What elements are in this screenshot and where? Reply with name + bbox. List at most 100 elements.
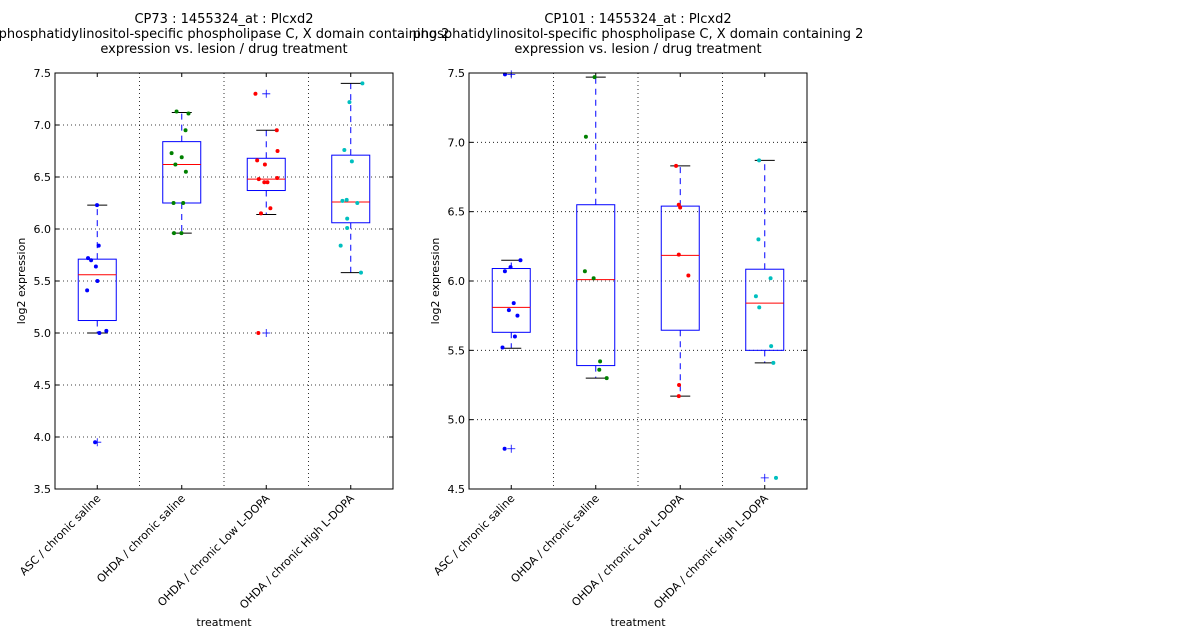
data-point: [604, 376, 609, 381]
x-axis-label: treatment: [196, 616, 252, 629]
data-point: [360, 81, 365, 86]
x-tick-label: OHDA / chronic saline: [508, 492, 602, 586]
data-point: [582, 269, 587, 274]
data-point: [349, 159, 354, 164]
plot-frame: [54, 72, 394, 490]
chart-title-line: phosphatidylinositol-specific phospholip…: [0, 27, 449, 42]
data-point: [179, 231, 184, 236]
data-point: [262, 162, 267, 167]
data-point: [265, 180, 270, 185]
chart-title-line: expression vs. lesion / drug treatment: [100, 42, 347, 57]
data-point: [85, 288, 90, 293]
data-point: [338, 243, 343, 248]
data-point: [274, 128, 279, 133]
data-point: [678, 205, 683, 210]
data-point: [598, 359, 603, 364]
data-point: [93, 264, 98, 269]
y-axis-label: log2 expression: [15, 238, 28, 325]
data-point: [500, 345, 505, 350]
y-tick-label: 6.0: [448, 275, 466, 288]
data-point: [771, 360, 776, 365]
data-point: [676, 252, 681, 257]
data-point: [592, 75, 597, 80]
chart-panel-1: CP73 : 1455324_at : Plcxd2phosphatidylin…: [0, 12, 449, 629]
data-point: [583, 134, 588, 139]
box: [77, 258, 117, 322]
data-point: [174, 109, 179, 114]
data-point: [268, 206, 273, 211]
data-point: [756, 237, 761, 242]
outlier-marker: [262, 329, 271, 337]
x-tick-label: ASC / chronic saline: [431, 492, 517, 578]
data-point: [253, 91, 258, 96]
y-tick-label: 5.0: [34, 327, 52, 340]
x-tick-label: ASC / chronic saline: [17, 492, 103, 578]
data-point: [186, 111, 191, 116]
box: [331, 154, 371, 224]
data-point: [511, 301, 516, 306]
y-tick-label: 6.0: [34, 223, 52, 236]
chart-panel-2: CP101 : 1455324_at : Plcxd2phosphatidyli…: [413, 12, 864, 629]
data-point: [757, 158, 762, 163]
data-point: [518, 258, 523, 263]
data-point: [89, 258, 94, 263]
y-tick-label: 7.0: [448, 136, 466, 149]
data-point: [275, 176, 280, 181]
data-point: [512, 334, 517, 339]
data-point: [183, 128, 188, 133]
chart-title-line: phosphatidylinositol-specific phospholip…: [413, 27, 864, 42]
data-point: [340, 198, 345, 203]
y-tick-label: 7.5: [34, 67, 52, 80]
outlier-marker: [507, 70, 516, 79]
y-tick-label: 4.0: [34, 431, 52, 444]
data-point: [345, 216, 350, 221]
data-point: [502, 269, 507, 274]
chart-title-line: expression vs. lesion / drug treatment: [514, 42, 761, 57]
y-tick-label: 5.5: [34, 275, 52, 288]
box: [491, 268, 531, 333]
data-point: [508, 265, 513, 270]
data-point: [773, 475, 778, 480]
data-point: [93, 440, 98, 445]
data-point: [342, 147, 347, 152]
data-point: [262, 180, 267, 185]
data-point: [677, 383, 682, 387]
data-point: [171, 231, 176, 236]
data-point: [95, 203, 100, 208]
data-point: [169, 151, 174, 156]
box: [246, 157, 286, 192]
data-point: [173, 162, 178, 167]
chart-title-line: CP101 : 1455324_at : Plcxd2: [544, 12, 731, 27]
y-tick-label: 7.0: [34, 119, 52, 132]
plot-frame: [468, 72, 808, 490]
box: [745, 268, 785, 351]
data-point: [344, 197, 349, 202]
y-axis-label: log2 expression: [429, 238, 442, 325]
x-tick-label: OHDA / chronic saline: [94, 492, 188, 586]
data-point: [345, 225, 350, 230]
data-point: [674, 163, 679, 168]
y-tick-label: 6.5: [448, 206, 466, 219]
box: [162, 141, 202, 204]
data-point: [275, 149, 280, 153]
data-point: [502, 446, 507, 451]
data-point: [355, 201, 360, 205]
data-point: [358, 270, 363, 275]
box: [660, 205, 700, 331]
data-point: [255, 158, 260, 163]
y-tick-label: 3.5: [34, 483, 52, 496]
box: [576, 204, 616, 367]
y-tick-label: 4.5: [448, 483, 466, 496]
y-tick-label: 4.5: [34, 379, 52, 392]
data-point: [97, 331, 102, 335]
y-tick-label: 6.5: [34, 171, 52, 184]
data-point: [258, 211, 263, 216]
data-point: [506, 308, 511, 313]
data-point: [171, 201, 176, 205]
data-point: [768, 276, 773, 281]
y-tick-label: 7.5: [448, 67, 466, 80]
data-point: [256, 177, 261, 182]
data-point: [676, 394, 681, 399]
y-tick-label: 5.5: [448, 344, 466, 357]
